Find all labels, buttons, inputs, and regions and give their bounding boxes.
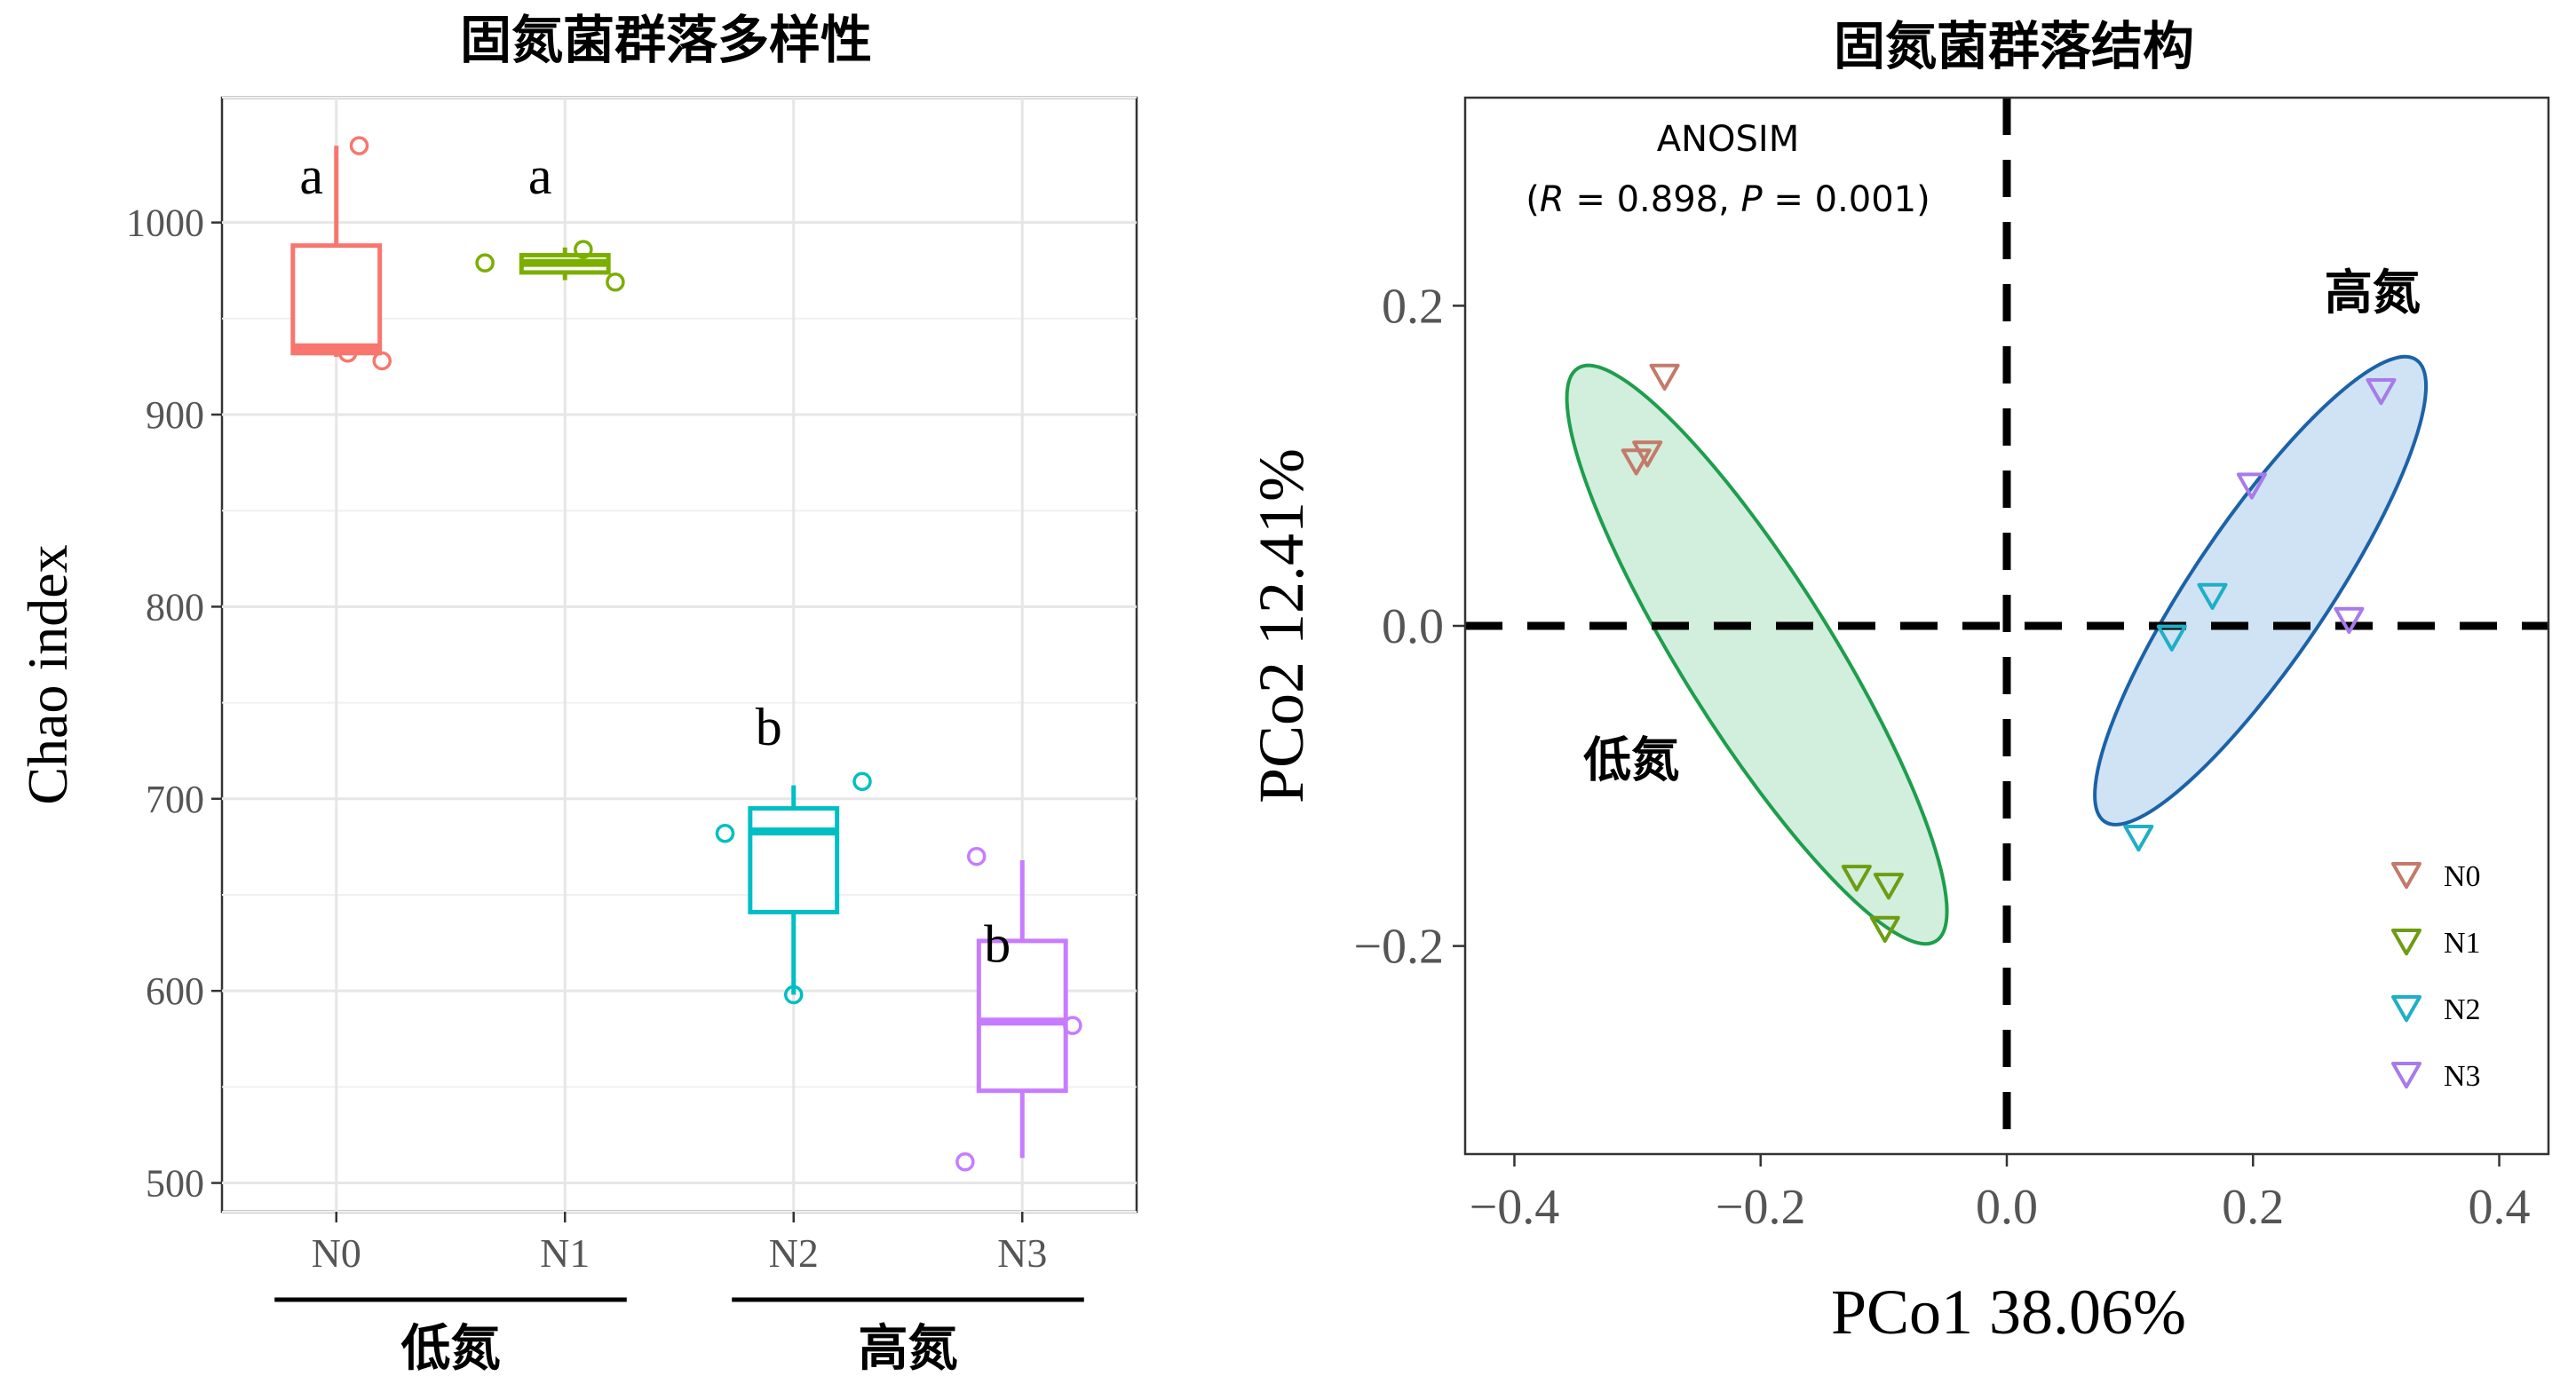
boxplot-x-ticks: N0 N1 N2 N3 bbox=[312, 1212, 1047, 1276]
x-tick-label: N0 bbox=[312, 1230, 361, 1276]
x-tick-label: 0.4 bbox=[2469, 1180, 2531, 1235]
series-n3 bbox=[2236, 377, 2397, 635]
point-n2 bbox=[852, 771, 872, 792]
series-n0 bbox=[1621, 363, 1680, 476]
pcoa-y-ticks: −0.2 0.0 0.2 bbox=[1353, 279, 1465, 975]
letter-n3: b bbox=[984, 915, 1011, 974]
x-tick-label: −0.2 bbox=[1716, 1180, 1806, 1235]
point-n0 bbox=[1621, 448, 1652, 476]
pcoa-title: 固氮菌群落结构 bbox=[1834, 16, 2194, 76]
legend-label-n2: N2 bbox=[2444, 993, 2481, 1026]
letter-n0: a bbox=[299, 146, 323, 205]
box-n2 bbox=[748, 785, 840, 995]
bracket-label: 高氮 bbox=[859, 1320, 958, 1378]
pcoa-legend: N0 N1 N2 N3 bbox=[2391, 860, 2481, 1093]
x-tick-label: N2 bbox=[769, 1230, 819, 1276]
legend-label-n0: N0 bbox=[2444, 860, 2481, 893]
y-tick-label: 600 bbox=[146, 969, 204, 1013]
point-n0 bbox=[349, 136, 369, 155]
legend-label-n3: N3 bbox=[2444, 1060, 2481, 1093]
boxplot-y-axis-label: Chao index bbox=[16, 544, 79, 804]
point-n3 bbox=[2366, 377, 2397, 406]
pcoa-panel: 固氮菌群落结构 低氮 高氮 −0.4 −0.2 0.0 0.2 0.4 −0.2 0.0 0.… bbox=[1246, 16, 2550, 1348]
y-tick-label: 0.0 bbox=[1382, 599, 1444, 654]
point-n3 bbox=[967, 846, 987, 866]
point-n3 bbox=[955, 1151, 975, 1172]
pcoa-group-labels: 低氮 高氮 bbox=[1583, 265, 2421, 787]
point-n2 bbox=[715, 823, 735, 843]
point-n1 bbox=[606, 272, 625, 292]
point-n2 bbox=[784, 985, 804, 1005]
point-n3 bbox=[2334, 606, 2365, 635]
y-tick-label: 1000 bbox=[126, 202, 204, 245]
point-n1 bbox=[1873, 873, 1904, 900]
x-tick-label: 0.2 bbox=[2222, 1180, 2284, 1235]
group-ellipse bbox=[1565, 363, 1949, 946]
pcoa-x-ticks: −0.4 −0.2 0.0 0.2 0.4 bbox=[1470, 1154, 2531, 1235]
y-tick-label: 800 bbox=[146, 585, 204, 629]
group-ellipse bbox=[2093, 354, 2429, 826]
series-n2 bbox=[2123, 582, 2228, 852]
x-tick-label: N1 bbox=[540, 1230, 590, 1276]
point-n2 bbox=[2197, 582, 2228, 610]
boxplot-boxes bbox=[290, 146, 1068, 1159]
legend-label-n1: N1 bbox=[2444, 927, 2481, 960]
box-n3 bbox=[976, 860, 1068, 1159]
y-tick-label: 900 bbox=[146, 393, 204, 437]
box-body bbox=[748, 806, 840, 914]
anosim-label: ANOSIM bbox=[1657, 119, 1799, 160]
y-tick-label: 700 bbox=[146, 778, 204, 821]
y-tick-label: 0.2 bbox=[1382, 279, 1444, 334]
bracket-label: 低氮 bbox=[401, 1320, 501, 1378]
pcoa-x-axis-label: PCo1 38.06% bbox=[1831, 1277, 2186, 1348]
series-n1 bbox=[1841, 865, 1904, 944]
legend-key-n2 bbox=[2391, 995, 2421, 1023]
boxplot-title: 固氮菌群落多样性 bbox=[460, 10, 872, 70]
point-n1 bbox=[1841, 865, 1872, 892]
group-brackets: 低氮 高氮 bbox=[274, 1297, 1084, 1378]
x-tick-label: N3 bbox=[997, 1230, 1047, 1276]
significance-letters: a a b b bbox=[299, 146, 1011, 974]
boxplot-points bbox=[337, 136, 1082, 1172]
box-body bbox=[976, 938, 1068, 1094]
point-n2 bbox=[2156, 624, 2187, 652]
point-n0 bbox=[372, 351, 392, 371]
boxplot-y-ticks: 500 600 700 800 900 1000 bbox=[126, 202, 222, 1206]
group-label: 低氮 bbox=[1583, 732, 1679, 787]
pcoa-y-axis-label: PCo2 12.41% bbox=[1246, 448, 1317, 803]
box-n0 bbox=[290, 146, 383, 358]
y-tick-label: −0.2 bbox=[1353, 920, 1444, 975]
point-n1 bbox=[574, 240, 593, 259]
y-tick-label: 500 bbox=[146, 1162, 204, 1206]
point-n2 bbox=[2123, 825, 2154, 852]
x-tick-label: −0.4 bbox=[1470, 1180, 1560, 1235]
legend-key-n0 bbox=[2391, 862, 2421, 890]
box-body bbox=[290, 243, 383, 356]
point-n0 bbox=[1649, 363, 1680, 391]
letter-n1: a bbox=[528, 146, 552, 205]
pcoa-points bbox=[1621, 363, 2397, 944]
point-n0 bbox=[1632, 440, 1663, 468]
pcoa-reference-lines bbox=[1465, 98, 2548, 1154]
diversity-boxplot-panel: 固氮菌群落多样性 500 600 700 800 900 1000 a a b b N0 N1 N2… bbox=[16, 10, 1138, 1378]
box-n1 bbox=[519, 247, 611, 281]
anosim-stats: (R = 0.898, P = 0.001) bbox=[1526, 179, 1930, 220]
group-label: 高氮 bbox=[2325, 265, 2421, 320]
point-n3 bbox=[1063, 1016, 1082, 1035]
pcoa-group-ellipses bbox=[1565, 354, 2429, 946]
point-n1 bbox=[475, 253, 495, 273]
legend-key-n3 bbox=[2391, 1062, 2421, 1089]
point-n0 bbox=[337, 344, 358, 363]
letter-n2: b bbox=[756, 698, 782, 756]
point-n1 bbox=[1869, 915, 1900, 944]
legend-key-n1 bbox=[2391, 929, 2421, 956]
x-tick-label: 0.0 bbox=[1976, 1180, 2038, 1235]
point-n3 bbox=[2236, 472, 2267, 500]
